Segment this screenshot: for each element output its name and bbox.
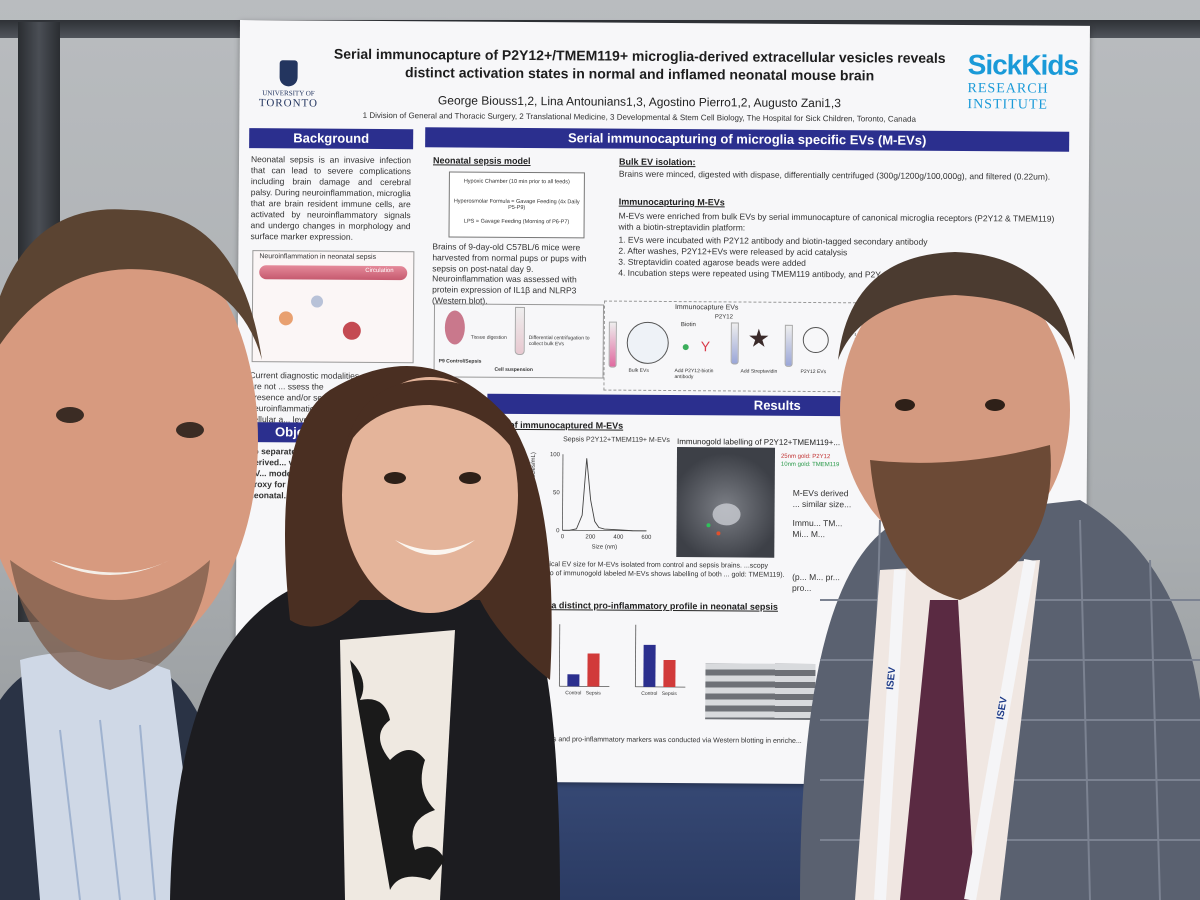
blouse-pattern <box>350 660 445 890</box>
nta-ytick-label: 0 <box>556 528 560 534</box>
bar-sepsis <box>663 659 676 688</box>
right-man-hair <box>838 252 1075 360</box>
person-right: ISEV ISEV <box>800 252 1200 900</box>
left-man-teeth <box>50 560 170 575</box>
left-man-eye-left <box>56 407 84 423</box>
left-man-shirt <box>20 652 200 900</box>
nta-xlabel: Size (nm) <box>591 544 617 550</box>
shirt-stripes <box>59 719 156 900</box>
right-man-tie <box>900 600 975 900</box>
nta-y-axis <box>562 454 564 531</box>
bar-category-label: Sepsis <box>662 691 678 697</box>
bar-category-label: Sepsis <box>586 690 602 696</box>
bar-control <box>643 644 656 687</box>
right-man-eye-left <box>895 399 915 411</box>
right-man-eye-right <box>985 399 1005 411</box>
left-man-eye-right <box>176 422 204 438</box>
lanyard-right <box>964 558 1036 900</box>
left-man-beard <box>10 560 210 690</box>
lanyard-left <box>874 569 906 900</box>
bar-sepsis <box>587 653 600 687</box>
nta-ytick-label: 50 <box>553 490 560 496</box>
right-man-beard <box>870 445 1051 600</box>
woman-smile <box>395 540 475 555</box>
woman-hair-top <box>345 380 520 460</box>
bar-chart-nlrp3: Control Sepsis <box>634 624 686 697</box>
bar-category-label: Control <box>641 691 657 697</box>
nta-xtick-label: 600 <box>641 535 652 541</box>
bar-category-label: Control <box>565 690 581 696</box>
woman-eye-right <box>459 472 481 484</box>
nta-xtick-label: 400 <box>613 535 624 541</box>
nta-series-line <box>562 458 647 532</box>
bar-control <box>567 674 580 687</box>
left-man-hair <box>0 209 262 360</box>
person-middle <box>170 366 560 900</box>
person-left <box>0 209 262 900</box>
bar-chart-il1b: Control Sepsis <box>558 624 610 697</box>
nta-xtick-label: 200 <box>585 534 596 540</box>
woman-face <box>342 377 518 613</box>
lanyard-right-text: ISEV <box>995 696 1010 721</box>
left-man-face <box>0 220 258 660</box>
nta-ytick-label: 100 <box>550 452 561 458</box>
woman-eye-left <box>384 472 406 484</box>
lanyard-left-text: ISEV <box>885 666 898 690</box>
nta-xtick-label: 0 <box>561 534 565 540</box>
